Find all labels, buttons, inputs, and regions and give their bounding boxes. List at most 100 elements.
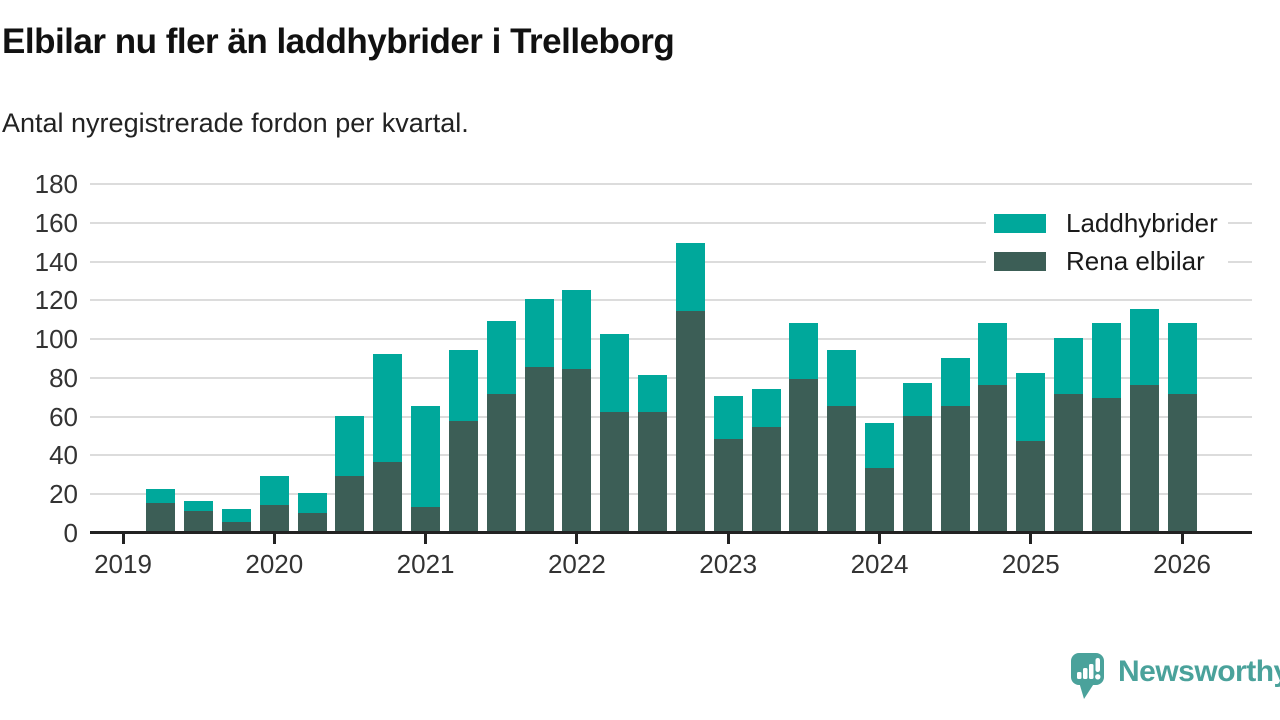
y-axis-label-20: 20 [49,479,78,510]
x-axis-label-2021: 2021 [396,549,455,579]
bar-segment-laddhybrider [335,415,365,476]
bar-segment-laddhybrider [865,423,894,469]
bar-segment-laddhybrider [411,405,441,507]
legend-item-rena-elbilar: Rena elbilar [994,246,1218,276]
grid-line-20 [90,493,1252,496]
grid-line-80 [90,376,1252,379]
y-axis-label-80: 80 [49,362,78,393]
bar-segment-rena-elbilar [1129,384,1159,532]
bar-segment-rena-elbilar [789,378,819,532]
bar-segment-rena-elbilar [713,438,743,532]
x-axis-label-2022: 2022 [547,549,606,579]
bar-segment-rena-elbilar [184,510,214,532]
y-axis-label-40: 40 [49,440,78,471]
x-axis-label-2025: 2025 [1001,549,1060,579]
legend-swatch-rena-elbilar [994,251,1046,271]
bar-2024-Q4 [978,322,1008,532]
x-axis-tick-2024 [878,534,881,544]
bar-2025-Q1 [1016,373,1046,532]
bar-segment-laddhybrider [827,349,857,406]
bar-2024-Q3 [940,357,970,533]
x-axis-tick-2026 [1180,534,1184,544]
bar-segment-rena-elbilar [335,475,365,532]
bar-2026-Q1 [1167,322,1197,532]
bar-segment-laddhybrider [486,320,516,395]
bar-2020-Q4 [373,353,403,532]
bar-segment-laddhybrider [448,349,478,422]
grid-line-100 [90,338,1252,341]
x-axis-tick-2020 [272,534,276,544]
bar-2022-Q4 [675,243,705,532]
x-axis-tick-2025 [1029,534,1033,544]
y-axis-label-120: 120 [34,285,78,316]
page-subtitle: Antal nyregistrerade fordon per kvartal. [2,108,469,138]
bar-segment-laddhybrider [259,475,289,505]
bar-2019-Q2 [146,489,176,532]
bar-segment-laddhybrider [221,508,251,523]
x-axis-label-2020: 2020 [245,549,304,579]
bar-segment-laddhybrider [1091,322,1121,399]
y-axis-label-180: 180 [34,169,78,199]
bar-2024-Q1 [865,423,894,532]
bar-segment-rena-elbilar [978,384,1008,532]
y-axis-label-140: 140 [34,246,78,277]
x-axis-label-2023: 2023 [699,549,758,579]
grid-line-120 [90,299,1252,302]
bar-2025-Q4 [1129,309,1159,532]
legend-label: Rena elbilar [1066,245,1205,276]
bar-2019-Q4 [221,508,251,532]
grid-line-140 [90,260,1252,263]
bar-segment-rena-elbilar [1016,440,1046,532]
y-axis-label-0: 0 [63,518,78,548]
bar-2022-Q3 [638,374,668,532]
bar-segment-rena-elbilar [1167,394,1197,532]
bar-2025-Q3 [1091,322,1121,532]
legend-label: Laddhybrider [1066,207,1218,238]
x-axis-tick-2019 [121,534,125,544]
bar-segment-laddhybrider [562,289,592,370]
bar-segment-rena-elbilar [865,468,894,532]
bar-2023-Q4 [827,349,857,532]
bar-segment-rena-elbilar [827,405,857,532]
bar-segment-rena-elbilar [751,427,781,532]
bar-2020-Q2 [297,493,327,532]
bar-segment-rena-elbilar [411,506,441,532]
bar-segment-rena-elbilar [1054,394,1084,532]
bar-segment-rena-elbilar [638,411,668,532]
x-axis-tick-2023 [726,534,730,544]
grid-line-160 [90,221,1252,224]
x-axis-tick-2022 [575,534,579,544]
bar-2021-Q1 [411,405,441,532]
bar-segment-laddhybrider [1016,373,1046,441]
bar-segment-laddhybrider [1167,322,1197,395]
grid-line-180 [90,183,1252,185]
bar-2024-Q2 [902,382,932,532]
x-axis-label-2026: 2026 [1153,549,1212,579]
bar-segment-laddhybrider [184,500,214,511]
y-axis-label-60: 60 [49,401,78,432]
bar-segment-rena-elbilar [448,421,478,532]
bar-segment-laddhybrider [940,357,970,406]
bar-segment-rena-elbilar [524,367,554,532]
bar-segment-rena-elbilar [902,415,932,532]
bar-segment-laddhybrider [297,493,327,513]
y-axis-label-160: 160 [34,207,78,238]
newsworthy-logo-icon [1071,653,1104,699]
bar-segment-laddhybrider [1054,338,1084,395]
bar-segment-rena-elbilar [486,394,516,532]
bar-segment-laddhybrider [713,396,743,439]
bar-segment-laddhybrider [789,322,819,379]
page-title: Elbilar nu fler än laddhybrider i Trelle… [2,22,675,61]
bar-2020-Q1 [259,475,289,532]
bar-segment-laddhybrider [638,374,668,412]
brand-name: Newsworthy [1118,655,1280,688]
chart-legend: Laddhybrider Rena elbilar [986,202,1228,282]
bar-segment-laddhybrider [675,243,705,311]
y-axis-label-100: 100 [34,324,78,355]
bar-segment-rena-elbilar [297,512,327,532]
bar-2020-Q3 [335,415,365,532]
bar-segment-laddhybrider [1129,309,1159,385]
newsworthy-brand: Newsworthy [1070,650,1280,704]
bar-segment-laddhybrider [524,299,554,368]
bar-segment-laddhybrider [902,382,932,416]
